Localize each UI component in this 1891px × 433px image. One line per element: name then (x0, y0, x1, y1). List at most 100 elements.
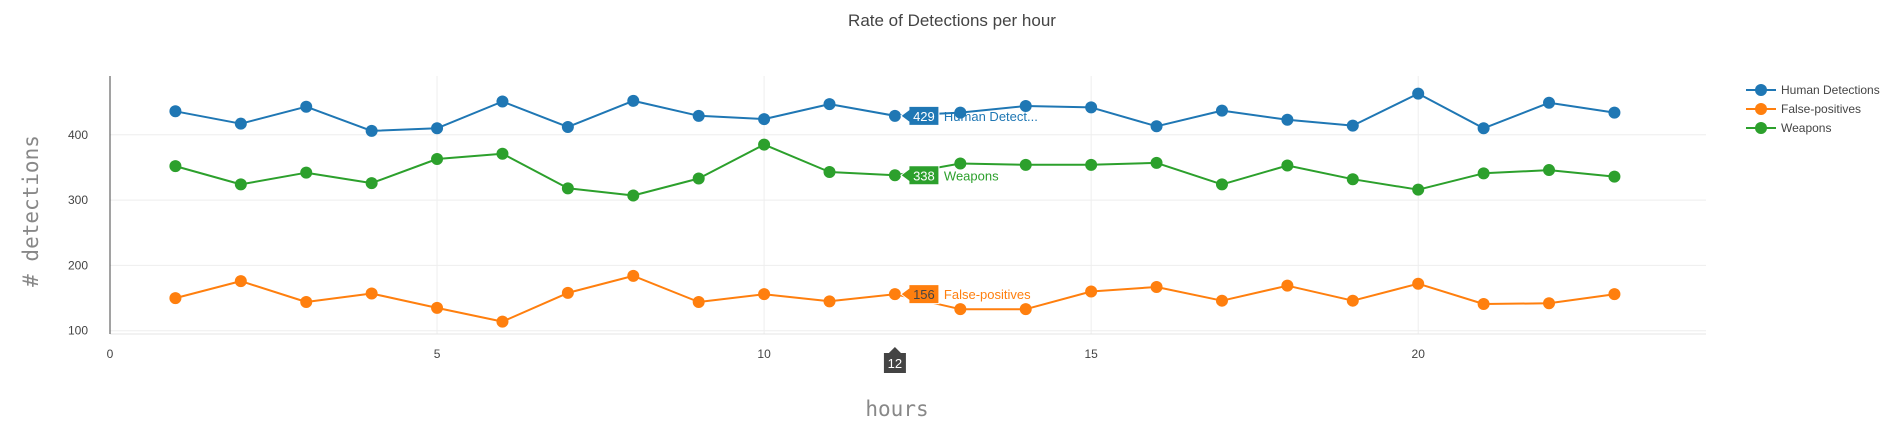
data-point[interactable] (823, 98, 836, 111)
data-point[interactable] (823, 166, 836, 179)
hover-label: 338 Weapons (900, 165, 999, 186)
data-point[interactable] (496, 315, 509, 328)
data-point[interactable] (1215, 294, 1228, 307)
hover-label: 429 Human Detect... (900, 105, 1038, 126)
data-point[interactable] (1281, 279, 1294, 292)
data-point[interactable] (431, 301, 444, 314)
data-point[interactable] (1281, 113, 1294, 126)
data-point[interactable] (692, 109, 705, 122)
data-point[interactable] (758, 113, 771, 126)
hover-label-box (900, 165, 940, 186)
legend-marker (1755, 122, 1767, 134)
data-point[interactable] (300, 295, 313, 308)
x-axis-title: hours (865, 397, 928, 421)
data-point[interactable] (888, 288, 901, 301)
data-point[interactable] (758, 138, 771, 151)
series-group (169, 87, 1621, 328)
data-point[interactable] (692, 295, 705, 308)
data-point[interactable] (1085, 285, 1098, 298)
data-point[interactable] (300, 100, 313, 113)
data-point[interactable] (169, 292, 182, 305)
data-point[interactable] (1215, 104, 1228, 117)
data-point[interactable] (1346, 119, 1359, 132)
data-point[interactable] (627, 189, 640, 202)
data-point[interactable] (496, 95, 509, 108)
data-point[interactable] (234, 275, 247, 288)
data-point[interactable] (758, 288, 771, 301)
data-point[interactable] (234, 117, 247, 130)
data-point[interactable] (1150, 120, 1163, 133)
series-weapons (169, 138, 1621, 202)
data-point[interactable] (954, 106, 967, 119)
data-point[interactable] (954, 303, 967, 316)
hover-series-name: False-positives (944, 287, 1031, 302)
data-point[interactable] (1543, 297, 1556, 310)
y-tick-label: 100 (68, 324, 88, 338)
data-point[interactable] (1346, 294, 1359, 307)
hover-label: 156 False-positives (900, 284, 1031, 305)
legend[interactable]: Human Detections False-positives Weapons (1746, 83, 1880, 135)
data-point[interactable] (1477, 122, 1490, 135)
y-tick-label: 200 (68, 258, 88, 272)
data-point[interactable] (1412, 183, 1425, 196)
chart-title: Rate of Detections per hour (848, 11, 1056, 30)
legend-marker (1755, 103, 1767, 115)
data-point[interactable] (365, 287, 378, 300)
data-point[interactable] (888, 169, 901, 182)
data-point[interactable] (365, 124, 378, 137)
data-point[interactable] (1150, 156, 1163, 169)
data-point[interactable] (1215, 178, 1228, 191)
data-point[interactable] (954, 157, 967, 170)
data-point[interactable] (1281, 159, 1294, 172)
data-point[interactable] (1608, 170, 1621, 183)
x-tick-label: 5 (434, 347, 441, 361)
legend-item[interactable]: Human Detections (1746, 83, 1880, 97)
data-point[interactable] (1019, 303, 1032, 316)
data-point[interactable] (1019, 100, 1032, 113)
data-point[interactable] (561, 286, 574, 299)
data-point[interactable] (823, 295, 836, 308)
data-point[interactable] (300, 166, 313, 179)
data-point[interactable] (1543, 96, 1556, 109)
hover-series-name: Weapons (944, 168, 999, 183)
series-human-detections (169, 87, 1621, 137)
data-point[interactable] (1608, 288, 1621, 301)
hover-x-value: 12 (888, 356, 902, 371)
data-point[interactable] (561, 182, 574, 195)
data-point[interactable] (234, 178, 247, 191)
data-point[interactable] (365, 177, 378, 190)
y-axis-title: # detections (19, 135, 43, 287)
data-point[interactable] (1543, 164, 1556, 177)
data-point[interactable] (561, 120, 574, 133)
x-tick-label: 20 (1412, 347, 1426, 361)
data-point[interactable] (169, 105, 182, 118)
data-point[interactable] (1085, 158, 1098, 171)
hover-x-label: 12 (883, 347, 906, 373)
hover-series-name: Human Detect... (944, 109, 1038, 124)
data-point[interactable] (627, 269, 640, 282)
hover-labels: 429 Human Detect... 156 False-positives 338 W… (883, 105, 1038, 373)
data-point[interactable] (431, 152, 444, 165)
data-point[interactable] (1085, 101, 1098, 114)
data-point[interactable] (627, 94, 640, 107)
data-point[interactable] (1019, 158, 1032, 171)
data-point[interactable] (888, 109, 901, 122)
data-point[interactable] (1150, 280, 1163, 293)
legend-item[interactable]: Weapons (1746, 121, 1831, 135)
legend-label: False-positives (1781, 102, 1861, 116)
data-point[interactable] (1477, 167, 1490, 180)
data-point[interactable] (1412, 87, 1425, 100)
data-point[interactable] (692, 172, 705, 185)
hover-x-label-box (883, 347, 906, 373)
series-false-positives (169, 269, 1621, 328)
data-point[interactable] (1608, 106, 1621, 119)
data-point[interactable] (431, 122, 444, 135)
hover-value: 156 (913, 287, 935, 302)
data-point[interactable] (1477, 297, 1490, 310)
legend-item[interactable]: False-positives (1746, 102, 1861, 116)
data-point[interactable] (169, 160, 182, 173)
data-point[interactable] (1412, 277, 1425, 290)
data-point[interactable] (496, 147, 509, 160)
data-point[interactable] (1346, 173, 1359, 186)
